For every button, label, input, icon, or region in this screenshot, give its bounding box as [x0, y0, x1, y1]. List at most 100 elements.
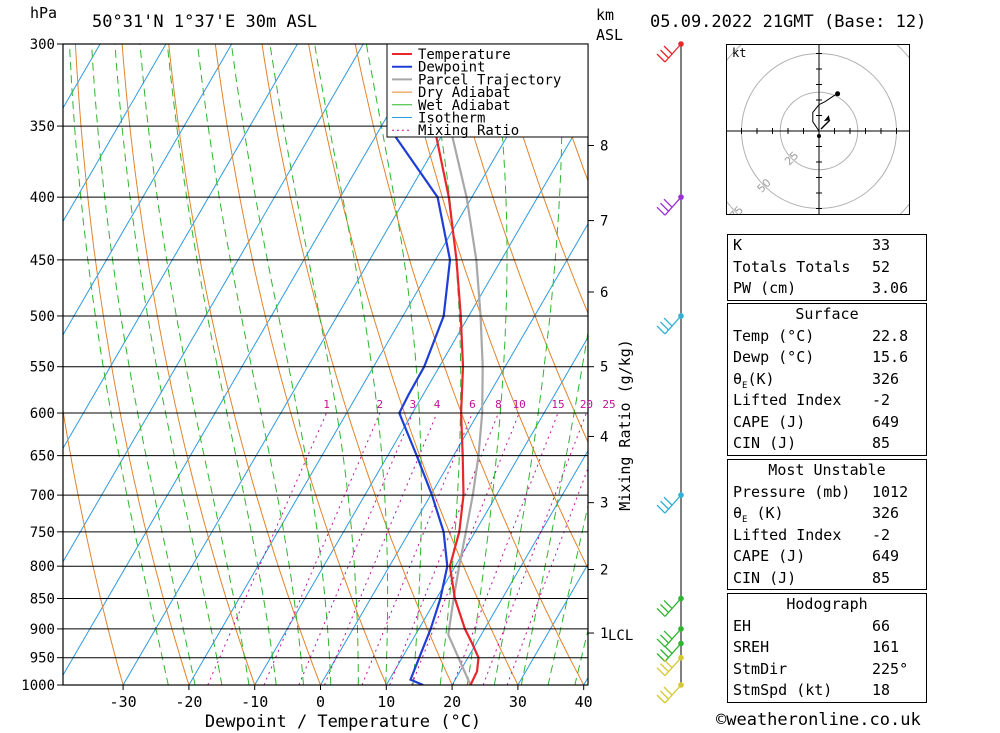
- dry-adiabat-line: [541, 44, 588, 183]
- wind-barb-flag: [656, 608, 666, 617]
- wind-barb-flag: [656, 325, 666, 335]
- height-tick-label: 6: [600, 285, 608, 301]
- mu-theta-e-label: θE (K): [733, 504, 784, 525]
- isotherm-line: [254, 109, 588, 685]
- wind-barb-dot: [678, 682, 684, 688]
- plot-frame: [62, 43, 589, 686]
- wind-barb-dot: [678, 640, 684, 647]
- wind-barb-flag: [663, 630, 673, 640]
- pressure-tick-label: 1000: [21, 678, 55, 694]
- hodograph-panel: 25 50 75 kt: [726, 44, 910, 215]
- mixing-ratio-label: 2: [377, 398, 384, 411]
- wet-adiabat-line: [425, 44, 462, 685]
- mixing-ratio-line: [324, 412, 438, 685]
- wind-barb-shaft: [664, 494, 682, 514]
- wind-barb-shaft: [664, 598, 682, 617]
- mixing-ratio-line: [298, 412, 414, 685]
- pressure-tick-label: 450: [30, 253, 55, 269]
- surface-row-theta: θE(K) 326: [728, 369, 926, 391]
- wind-barb-flag: [663, 600, 673, 609]
- hodo-title: Hodograph: [786, 595, 868, 613]
- wind-barb-flag: [656, 504, 666, 514]
- wind-barb: [656, 682, 684, 704]
- mu-row-cin: CIN (J) 85: [728, 568, 926, 590]
- hodograph-ring-label: 50: [755, 176, 774, 195]
- hodograph-origin-point: [817, 134, 821, 138]
- wind-barb-flag: [663, 496, 673, 506]
- mixing-ratio-line: [207, 412, 327, 685]
- pressure-tick-label: 900: [30, 622, 55, 638]
- height-tick-label: 1: [600, 626, 608, 642]
- wind-barb-shaft: [664, 684, 682, 704]
- isotherm-line: [320, 222, 588, 685]
- isotherm-line: [122, 44, 496, 685]
- mu-row-theta: θE (K) 326: [728, 503, 926, 525]
- pressure-tick-label: 650: [30, 449, 55, 465]
- mu-row-cape: CAPE (J) 649: [728, 546, 926, 568]
- mu-cape-label: CAPE (J): [733, 547, 806, 565]
- wet-adiabat-line: [466, 44, 508, 685]
- theta-e-label: θE(K): [733, 369, 775, 391]
- mixing-ratio-axis-title: Mixing Ratio (g/kg): [616, 339, 634, 511]
- wind-barb: [656, 41, 684, 63]
- wind-barb-flag: [660, 634, 669, 644]
- theta-e-value: 326: [872, 369, 900, 388]
- stmdir-value: 225°: [872, 659, 909, 678]
- wind-barb: [656, 313, 684, 335]
- run-datetime: 05.09.2022 21GMT (Base: 12): [650, 12, 927, 32]
- mu-lifted-index-label: Lifted Index: [733, 525, 842, 544]
- storm-motion-vector: [820, 119, 831, 130]
- isotherm-line: [63, 44, 364, 563]
- cin-label: CIN (J): [733, 434, 797, 452]
- lifted-index-label: Lifted Index: [733, 391, 842, 409]
- pressure-unit-label: hPa: [30, 4, 58, 22]
- hodo-row-eh: EH 66: [728, 616, 926, 638]
- wet-adiabat-line: [166, 44, 277, 685]
- isotherm-line: [451, 449, 588, 685]
- indices-table: K 33 Totals Totals 52 PW (cm) 3.06: [727, 234, 927, 301]
- mixing-ratio-line: [389, 412, 499, 685]
- pressure-tick-label: 850: [30, 591, 55, 607]
- pressure-tick-label: 600: [30, 406, 55, 422]
- isotherm-line: [63, 44, 167, 223]
- index-row-pw: PW (cm) 3.06: [728, 278, 926, 300]
- temperature-tick-label: 0: [316, 693, 325, 711]
- dry-adiabat-line: [168, 44, 322, 685]
- temperature-tick-label: 20: [443, 693, 461, 711]
- mu-title: Most Unstable: [768, 461, 886, 479]
- copyright-link[interactable]: ©weatheronline.co.uk: [716, 710, 921, 730]
- dewp-value: 15.6: [872, 348, 909, 366]
- stmspd-value: 18: [872, 681, 891, 699]
- isotherm-line: [63, 44, 233, 336]
- temperature-tick-label: -20: [175, 693, 202, 711]
- surface-row-li: Lifted Index -2: [728, 390, 926, 412]
- mu-cin-label: CIN (J): [733, 568, 797, 587]
- mixing-ratio-line: [506, 466, 588, 685]
- wind-barb-flag: [660, 49, 669, 59]
- isotherm-line: [517, 563, 588, 685]
- cin-value: 85: [872, 434, 891, 452]
- wind-barb: [656, 492, 684, 514]
- x-axis-title: Dewpoint / Temperature (°C): [205, 712, 481, 732]
- mu-header: Most Unstable: [728, 460, 926, 482]
- hodo-row-stmspd: StmSpd (kt) 18: [728, 680, 926, 702]
- pressure-tick-label: 550: [30, 360, 55, 376]
- lifted-index-value: -2: [872, 391, 891, 409]
- wet-adiabat-line: [230, 44, 332, 685]
- wind-barb-flag: [660, 663, 669, 673]
- temperature-tick-label: 30: [509, 693, 527, 711]
- pressure-tick-label: 350: [30, 119, 55, 135]
- legend-box: [386, 43, 589, 138]
- mixing-ratio-line: [263, 412, 381, 685]
- cape-label: CAPE (J): [733, 412, 806, 431]
- wind-barb-dot: [678, 626, 684, 632]
- cape-value: 649: [872, 412, 900, 431]
- storm-motion-arrowhead: [823, 115, 830, 122]
- wind-barb-shaft: [664, 657, 682, 677]
- wind-barb-dot: [678, 194, 684, 200]
- pressure-tick-label: 400: [30, 190, 55, 206]
- dry-adiabat-line: [957, 0, 1000, 711]
- wind-barb: [656, 626, 684, 648]
- dry-adiabat-line: [494, 44, 588, 315]
- wind-barb-flag: [660, 649, 669, 658]
